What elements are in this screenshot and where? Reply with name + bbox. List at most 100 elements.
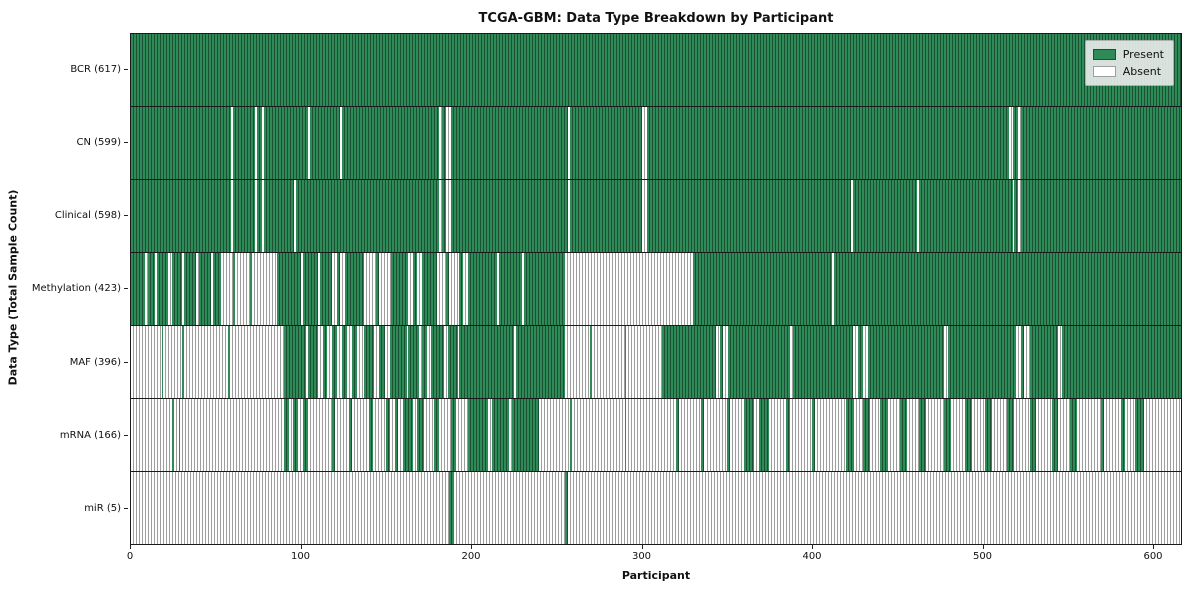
present-swatch-icon [1092,49,1116,60]
absent-segment [255,107,257,179]
present-segment [624,399,627,471]
absent-segment [173,399,179,471]
present-segment [386,399,390,471]
absent-segment [379,253,392,325]
present-segment [964,399,972,471]
present-segment [862,399,870,471]
absent-segment [439,399,451,471]
present-segment [1007,399,1015,471]
x-tick-mark [130,545,131,549]
present-segment [590,326,593,398]
absent-segment [508,399,513,471]
heatmap-row-MAF [131,326,1181,399]
present-segment [564,472,569,544]
present-segment [233,253,235,325]
present-segment [491,399,509,471]
absent-segment [336,326,342,398]
absent-segment [626,326,662,398]
absent-segment [439,107,443,179]
y-axis-labels: BCR (617) CN (599) Clinical (598) Methylati… [0,33,128,545]
present-segment [345,253,365,325]
absent-segment [1017,180,1022,252]
absent-segment [439,180,443,252]
absent-segment [944,326,948,398]
absent-segment [372,399,387,471]
absent-segment [568,180,571,252]
absent-segment [234,253,251,325]
present-segment [331,399,336,471]
absent-segment [1036,399,1052,471]
present-segment [263,180,295,252]
absent-segment [307,107,310,179]
present-segment [675,399,679,471]
absent-segment [925,399,945,471]
present-segment [131,180,232,252]
absent-segment [564,326,591,398]
present-segment [284,326,307,398]
present-segment [459,326,514,398]
absent-segment [182,253,184,325]
absent-segment [326,326,332,398]
x-tick-mark [300,545,302,549]
present-segment [376,253,380,325]
absent-segment [406,326,409,398]
present-segment [758,399,770,471]
y-tick-mark [124,507,128,509]
absent-segment [1012,180,1015,252]
y-tick-label: Methylation (423) [31,283,121,295]
present-segment [413,253,417,325]
present-segment [416,399,424,471]
absent-segment [251,253,278,325]
absent-segment [297,399,303,471]
absent-segment [444,326,448,398]
present-segment [323,326,327,398]
y-tick-mark [124,69,128,71]
present-segment [256,107,263,179]
absent-segment [423,399,434,471]
absent-segment [592,326,625,398]
absent-segment [522,253,525,325]
absent-segment [144,253,148,325]
present-segment [256,180,263,252]
y-tick-label: miR (5) [84,502,121,514]
plot-area: Present Absent [130,33,1182,545]
present-segment [319,253,332,325]
present-segment [570,107,642,179]
present-segment [467,399,489,471]
legend: Present Absent [1084,40,1174,86]
absent-segment [852,326,858,398]
present-segment [250,253,252,325]
present-segment [786,399,790,471]
present-segment [1021,326,1025,398]
present-segment [811,399,816,471]
absent-segment [888,399,901,471]
absent-segment [168,253,172,325]
absent-segment [850,180,853,252]
present-segment [515,326,565,398]
absent-segment [539,399,571,471]
present-segment [450,180,569,252]
absent-segment [641,180,647,252]
heatmap-rows [131,34,1181,544]
heatmap-row-CN [131,107,1181,180]
absent-segment [294,180,297,252]
heatmap-row-Clinical [131,180,1181,253]
present-segment [459,253,463,325]
absent-segment [1104,399,1122,471]
absent-segment [568,107,571,179]
absent-segment [180,399,285,471]
present-segment [845,399,855,471]
present-segment [570,180,642,252]
present-segment [1021,180,1181,252]
x-axis: 0 100 200 300 400 500 600 [127,545,1182,567]
heatmap-row-miR [131,472,1181,544]
legend-item-present: Present [1092,46,1164,63]
present-segment [646,180,851,252]
absent-segment [210,253,213,325]
present-segment [661,326,717,398]
present-segment [857,326,863,398]
present-segment [726,399,730,471]
present-segment [728,326,790,398]
absent-segment [488,399,492,471]
y-tick-mark [124,434,128,436]
